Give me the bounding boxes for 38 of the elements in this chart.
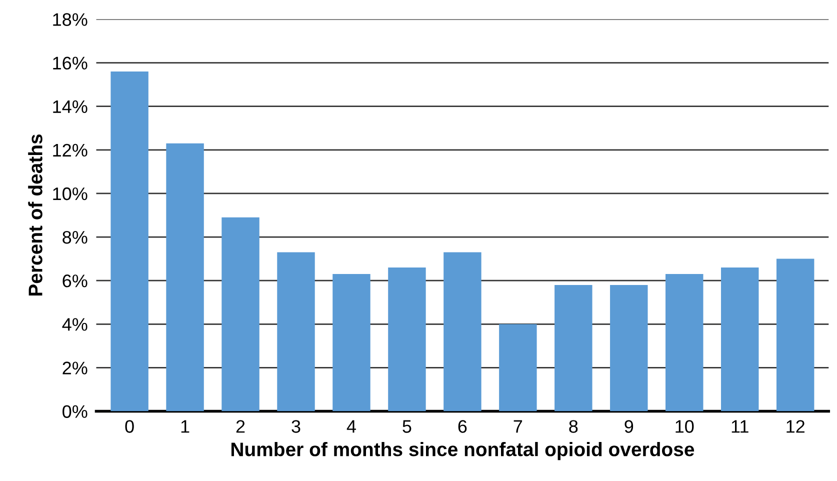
y-tick-label: 6% <box>62 274 88 288</box>
bar <box>166 143 204 412</box>
x-tick-label: 7 <box>514 420 522 433</box>
y-tick-label: 16% <box>53 56 88 70</box>
y-tick-label: 14% <box>53 100 88 114</box>
x-tick-label: 4 <box>346 420 356 433</box>
x-tick-label: 9 <box>624 420 634 433</box>
y-tick-label: 12% <box>53 144 88 157</box>
y-tick-label: 0% <box>62 405 88 418</box>
x-tick-label: 6 <box>458 420 467 433</box>
x-tick-label: 10 <box>676 420 694 433</box>
bar <box>776 258 814 412</box>
y-tick-label: 2% <box>62 362 88 374</box>
y-tick-label: 18% <box>53 13 88 26</box>
y-tick-label: 4% <box>62 318 88 331</box>
x-tick-label: 3 <box>292 420 300 433</box>
x-tick-label: 2 <box>236 420 245 433</box>
bar <box>332 274 370 412</box>
x-tick-label: 5 <box>402 420 412 433</box>
x-tick-label: 11 <box>732 420 748 433</box>
bar <box>277 252 315 412</box>
bar <box>222 217 260 412</box>
bar <box>720 268 759 412</box>
bar <box>554 284 592 412</box>
bar <box>110 72 148 412</box>
bar <box>499 324 537 412</box>
x-axis-title: Number of months since nonfatal opioid overdose <box>231 442 694 460</box>
x-tick-label: 0 <box>125 420 134 433</box>
y-axis-title: Percent of deaths <box>28 134 42 296</box>
y-tick-label: 8% <box>62 230 88 244</box>
bar <box>610 284 648 412</box>
bar <box>666 274 704 412</box>
y-tick-label: 10% <box>53 187 88 200</box>
x-tick-label: 8 <box>569 420 578 433</box>
x-tick-label: 1 <box>181 420 190 433</box>
x-tick-label: 12 <box>786 420 804 433</box>
bar <box>388 268 426 412</box>
bar <box>444 252 482 412</box>
